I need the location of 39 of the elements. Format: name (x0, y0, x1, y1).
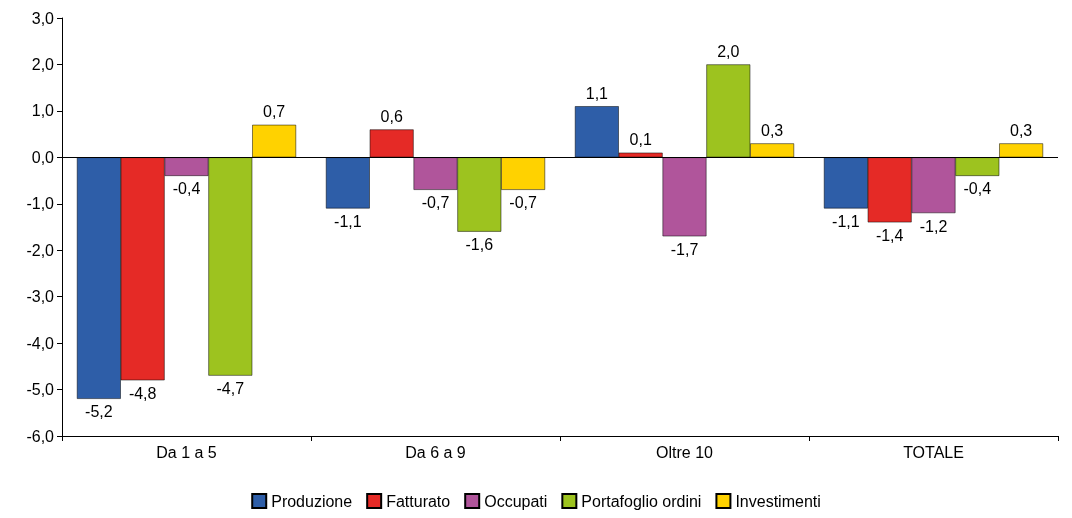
x-tick-label: TOTALE (903, 443, 964, 461)
data-label: 0,7 (263, 103, 286, 121)
y-tick-label: 0,0 (31, 148, 55, 166)
y-tick-label: -6,0 (26, 427, 55, 445)
data-label: 0,1 (629, 131, 652, 149)
y-tick-label: -2,0 (26, 241, 55, 259)
data-label: 0,6 (380, 107, 403, 125)
data-label: -1,1 (832, 212, 860, 230)
y-tick-label: -5,0 (26, 381, 55, 399)
data-label: -5,2 (85, 403, 113, 421)
y-tick-label: -1,0 (26, 195, 55, 213)
data-label: 0,3 (761, 121, 784, 139)
data-label: -0,7 (421, 194, 450, 212)
data-label: -1,7 (670, 240, 699, 258)
y-tick-label: -3,0 (26, 288, 55, 306)
x-tick-label: Da 6 a 9 (405, 443, 466, 461)
legend-label: Produzione (271, 492, 353, 510)
x-tick-label: Da 1 a 5 (156, 443, 217, 461)
data-label: 0,3 (1010, 121, 1033, 139)
data-label: 2,0 (717, 42, 740, 60)
data-label: -0,7 (509, 194, 538, 212)
y-tick-label: 1,0 (31, 102, 55, 120)
y-tick-label: 3,0 (31, 9, 55, 27)
data-label: -4,8 (128, 384, 157, 402)
data-label: -0,4 (963, 180, 992, 198)
legend-label: Investimenti (735, 492, 821, 510)
data-label: -1,1 (334, 212, 362, 230)
legend-label: Portafoglio ordini (581, 492, 702, 510)
y-tick-label: 2,0 (31, 55, 55, 73)
legend-label: Occupati (484, 492, 548, 510)
x-tick-label: Oltre 10 (656, 443, 714, 461)
data-label: -4,7 (216, 380, 245, 398)
y-tick-label: -4,0 (26, 334, 55, 352)
legend-label: Fatturato (386, 492, 451, 510)
data-label: 1,1 (585, 84, 609, 102)
data-label: -1,4 (875, 226, 904, 244)
data-label: -1,6 (465, 236, 494, 254)
data-label: -0,4 (172, 180, 201, 198)
data-label: -1,2 (919, 217, 948, 235)
